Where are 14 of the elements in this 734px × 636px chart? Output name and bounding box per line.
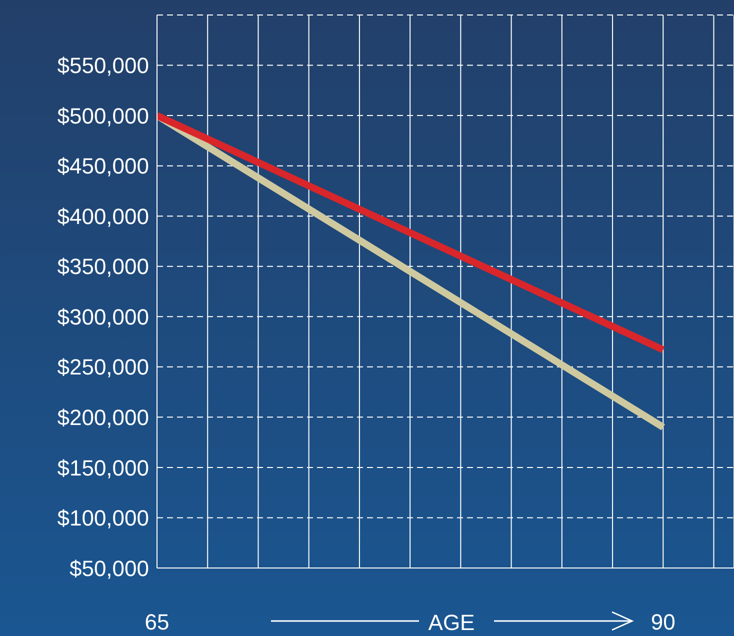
y-tick-label: $150,000: [57, 455, 149, 480]
x-tick-label: 65: [144, 610, 170, 635]
x-tick-label: 90: [650, 610, 676, 635]
y-tick-label: $200,000: [57, 404, 149, 430]
y-tick-label: $250,000: [57, 354, 149, 380]
y-tick-label: $550,000: [57, 53, 149, 78]
y-tick-label: $50,000: [69, 556, 149, 581]
y-tick-label: $500,000: [57, 103, 149, 128]
y-tick-label: $100,000: [57, 506, 149, 531]
y-tick-label: $300,000: [57, 304, 149, 330]
x-axis-title: AGE: [428, 610, 475, 635]
y-tick-label: $350,000: [57, 254, 149, 280]
y-tick-label: $400,000: [57, 204, 149, 229]
y-tick-label: $450,000: [57, 154, 149, 179]
